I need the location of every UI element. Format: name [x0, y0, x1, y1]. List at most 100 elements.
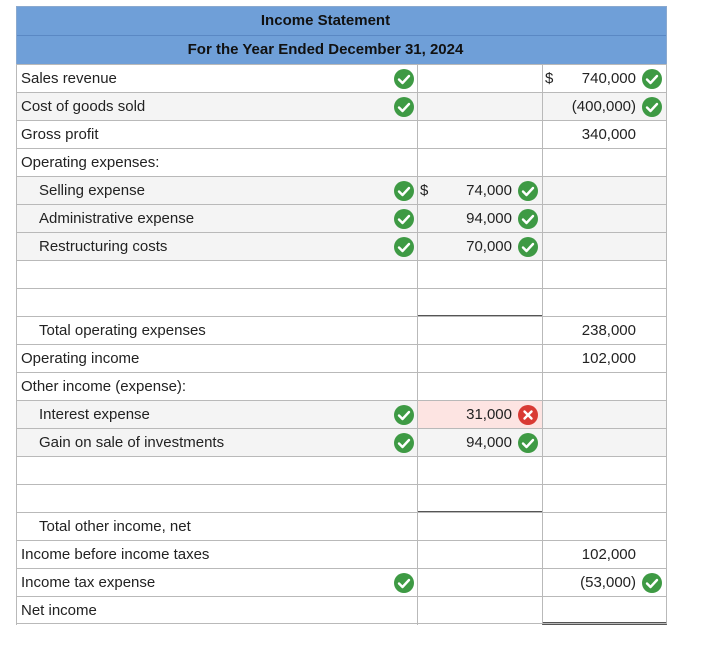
check-circle-icon [642, 97, 662, 117]
check-circle-icon [518, 209, 538, 229]
row-label: Interest expense [39, 406, 150, 423]
total-amount-cell[interactable] [542, 177, 667, 205]
total-amount-cell[interactable] [542, 429, 667, 457]
row-label: Total other income, net [39, 518, 191, 535]
detail-amount-cell[interactable] [417, 597, 542, 625]
check-circle-icon [642, 573, 662, 593]
detail-amount: 94,000 [466, 434, 512, 451]
row-label: Income tax expense [21, 574, 156, 591]
total-amount-cell[interactable] [542, 597, 667, 625]
row-label-cell[interactable]: Administrative expense [16, 205, 417, 233]
total-amount-cell[interactable] [542, 457, 667, 485]
row-label-cell[interactable] [16, 289, 417, 317]
detail-amount-cell[interactable] [417, 513, 542, 541]
total-amount-cell[interactable] [542, 149, 667, 177]
statement-row [16, 484, 667, 513]
row-label-cell[interactable]: Restructuring costs [16, 233, 417, 261]
total-amount-cell[interactable]: 102,000 [542, 345, 667, 373]
detail-amount-cell[interactable] [417, 149, 542, 177]
row-label-cell[interactable]: Total other income, net [16, 513, 417, 541]
detail-amount-cell[interactable]: 94,000 [417, 429, 542, 457]
check-circle-icon [394, 573, 414, 593]
total-amount-cell[interactable]: 238,000 [542, 317, 667, 345]
detail-amount-cell[interactable] [417, 485, 542, 513]
statement-row: Net income [16, 596, 667, 625]
detail-amount-cell[interactable]: 70,000 [417, 233, 542, 261]
total-amount-cell[interactable] [542, 401, 667, 429]
statement-row [16, 456, 667, 485]
row-label-cell[interactable]: Total operating expenses [16, 317, 417, 345]
total-amount: (400,000) [571, 98, 636, 115]
row-label-cell[interactable]: Gross profit [16, 121, 417, 149]
statement-rows: Sales revenue $740,000 Cost of goods sold (… [16, 64, 667, 625]
row-label: Restructuring costs [39, 238, 168, 255]
row-label-cell[interactable]: Selling expense [16, 177, 417, 205]
statement-header: Income Statement For the Year Ended Dece… [16, 6, 667, 64]
statement-row: Operating expenses: [16, 148, 667, 177]
statement-row: Cost of goods sold (400,000) [16, 92, 667, 121]
row-label: Selling expense [39, 182, 145, 199]
statement-row: Selling expense $74,000 [16, 176, 667, 205]
total-amount-cell[interactable]: (53,000) [542, 569, 667, 597]
row-label-cell[interactable]: Cost of goods sold [16, 93, 417, 121]
detail-amount-cell[interactable] [417, 317, 542, 345]
total-amount-cell[interactable]: $740,000 [542, 65, 667, 93]
detail-amount-cell[interactable]: $74,000 [417, 177, 542, 205]
total-amount: 102,000 [581, 546, 636, 563]
detail-amount-cell[interactable] [417, 65, 542, 93]
detail-amount-cell[interactable] [417, 569, 542, 597]
row-label-cell[interactable]: Gain on sale of investments [16, 429, 417, 457]
row-label-cell[interactable]: Operating expenses: [16, 149, 417, 177]
row-label-cell[interactable]: Income tax expense [16, 569, 417, 597]
row-label-cell[interactable] [16, 457, 417, 485]
total-amount: 102,000 [581, 350, 636, 367]
detail-amount-cell[interactable] [417, 93, 542, 121]
total-amount-cell[interactable] [542, 233, 667, 261]
total-amount-cell[interactable]: 102,000 [542, 541, 667, 569]
detail-amount-cell[interactable] [417, 345, 542, 373]
statement-row: Income tax expense (53,000) [16, 568, 667, 597]
detail-amount-cell[interactable] [417, 541, 542, 569]
total-amount-cell[interactable]: 340,000 [542, 121, 667, 149]
statement-row [16, 260, 667, 289]
dollar-sign: $ [420, 182, 429, 199]
detail-amount-cell[interactable]: 94,000 [417, 205, 542, 233]
detail-amount-cell[interactable] [417, 457, 542, 485]
row-label: Total operating expenses [39, 322, 206, 339]
check-circle-icon [394, 405, 414, 425]
total-amount-cell[interactable]: (400,000) [542, 93, 667, 121]
statement-row: Gain on sale of investments 94,000 [16, 428, 667, 457]
row-label-cell[interactable]: Sales revenue [16, 65, 417, 93]
check-circle-icon [642, 69, 662, 89]
dollar-sign: $ [545, 70, 554, 87]
row-label: Operating income [21, 350, 140, 367]
row-label-cell[interactable]: Interest expense [16, 401, 417, 429]
total-amount-cell[interactable] [542, 261, 667, 289]
check-circle-icon [394, 433, 414, 453]
total-amount-cell[interactable] [542, 485, 667, 513]
total-amount-cell[interactable] [542, 205, 667, 233]
statement-row: Total other income, net [16, 512, 667, 541]
detail-amount-cell[interactable] [417, 261, 542, 289]
row-label-cell[interactable]: Income before income taxes [16, 541, 417, 569]
row-label-cell[interactable]: Net income [16, 597, 417, 625]
detail-amount: 94,000 [466, 210, 512, 227]
row-label-cell[interactable] [16, 261, 417, 289]
row-label: Other income (expense): [21, 378, 187, 395]
row-label-cell[interactable]: Operating income [16, 345, 417, 373]
total-amount-cell[interactable] [542, 373, 667, 401]
detail-amount-cell[interactable] [417, 121, 542, 149]
total-amount-cell[interactable] [542, 289, 667, 317]
total-amount: 340,000 [581, 126, 636, 143]
detail-amount-cell[interactable] [417, 289, 542, 317]
row-label-cell[interactable]: Other income (expense): [16, 373, 417, 401]
total-amount-cell[interactable] [542, 513, 667, 541]
income-statement-table: Income Statement For the Year Ended Dece… [16, 6, 667, 625]
row-label-cell[interactable] [16, 485, 417, 513]
statement-row: Restructuring costs 70,000 [16, 232, 667, 261]
total-amount: 740,000 [581, 70, 636, 87]
row-label: Net income [21, 602, 97, 619]
detail-amount-cell[interactable]: 31,000 [417, 401, 542, 429]
detail-amount-cell[interactable] [417, 373, 542, 401]
total-amount: 238,000 [581, 322, 636, 339]
